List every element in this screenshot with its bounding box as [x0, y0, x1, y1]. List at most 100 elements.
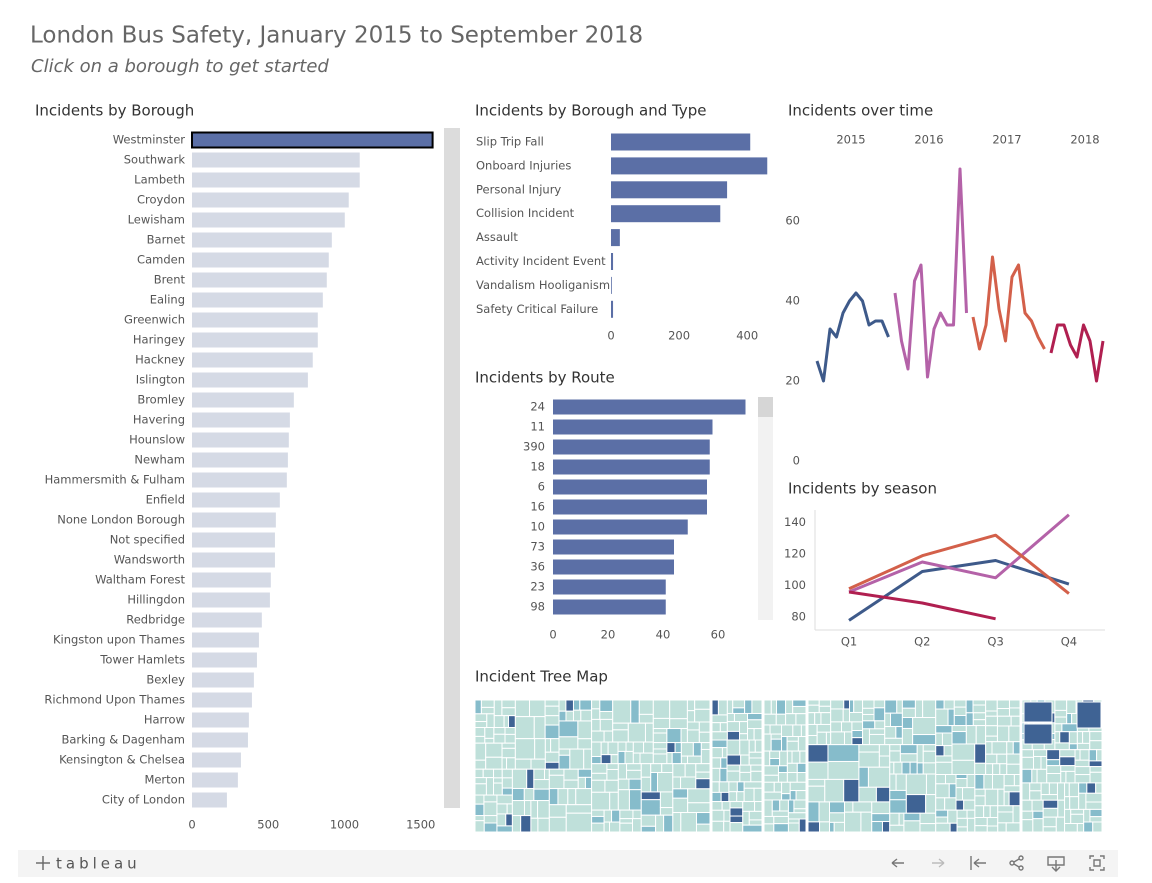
treemap-cell	[650, 771, 659, 793]
treemap-cell	[686, 729, 700, 744]
treemap-cell	[577, 768, 593, 778]
treemap-cell	[1021, 819, 1034, 833]
treemap-cell	[862, 707, 875, 715]
y-tick-label: Bexley	[146, 673, 185, 687]
bar	[192, 152, 360, 168]
treemap-cell	[1021, 768, 1033, 784]
treemap-cell	[974, 788, 986, 797]
treemap-cell	[997, 811, 1014, 824]
treemap-cell	[1042, 799, 1059, 809]
treemap-cell	[632, 741, 645, 754]
treemap-cell	[899, 744, 918, 755]
treemap-cell	[819, 821, 831, 833]
treemap-cell	[501, 787, 513, 796]
treemap-cell	[763, 823, 775, 833]
treemap-cell	[1003, 791, 1010, 807]
treemap-cell	[742, 810, 750, 826]
treemap-cell	[508, 715, 516, 729]
treemap-cell	[889, 773, 897, 791]
treemap-cell	[591, 809, 605, 817]
x-tick-label: 1500	[406, 818, 435, 832]
treemap-cell	[763, 765, 779, 776]
treemap-cell	[953, 706, 967, 716]
bar	[192, 392, 294, 408]
treemap-cell	[807, 723, 818, 737]
scrollbar[interactable]	[444, 128, 460, 808]
treemap-cell	[672, 763, 686, 778]
treemap-cell	[694, 699, 711, 710]
treemap-cell	[943, 699, 955, 710]
treemap-cell	[843, 778, 860, 803]
treemap-cell	[483, 822, 498, 833]
x-tick-label: 60	[711, 628, 726, 642]
treemap-cell	[511, 815, 522, 833]
treemap-cell	[1060, 765, 1076, 772]
y-tick-label: Waltham Forest	[95, 573, 185, 587]
treemap-cell	[789, 790, 797, 801]
treemap-cell	[985, 710, 998, 717]
treemap-cell	[1066, 699, 1077, 715]
treemap-cell	[544, 768, 550, 781]
treemap-cell	[726, 764, 741, 772]
treemap-cell	[630, 699, 640, 724]
treemap-cell	[807, 801, 820, 823]
treemap-cell	[711, 714, 728, 724]
treemap-cell	[729, 815, 744, 824]
treemap-cell	[895, 726, 903, 739]
scrollbar[interactable]	[758, 397, 773, 620]
treemap-cell	[770, 733, 783, 740]
bar	[192, 272, 327, 288]
treemap-cell	[743, 781, 763, 789]
y-tick-label: Hounslow	[129, 433, 185, 447]
treemap-cell	[628, 778, 642, 791]
treemap-cell	[1089, 771, 1103, 784]
treemap-cell	[884, 712, 892, 728]
bar	[611, 276, 612, 294]
treemap-cell	[851, 721, 864, 732]
treemap-cell	[829, 812, 846, 823]
treemap-cell	[650, 763, 663, 773]
treemap-cell	[748, 757, 763, 766]
treemap-cell	[1089, 816, 1103, 823]
treemap-cell	[1089, 766, 1103, 773]
treemap-cell	[889, 750, 901, 763]
treemap-cell	[824, 778, 845, 803]
treemap-cell	[763, 750, 771, 767]
treemap-cell	[742, 801, 756, 812]
toolbar-icons[interactable]	[891, 855, 1105, 872]
treemap-cell	[797, 736, 807, 752]
treemap-cell	[763, 799, 773, 817]
treemap-cell	[558, 710, 567, 722]
treemap-cell	[868, 728, 886, 735]
treemap-cell	[748, 819, 763, 826]
bar	[553, 559, 674, 575]
treemap-cell	[474, 803, 485, 817]
y-tick-label: 20	[785, 374, 800, 388]
bar	[553, 399, 746, 415]
treemap-cell	[711, 820, 725, 833]
treemap-cell	[983, 805, 991, 818]
treemap-cell	[1057, 799, 1066, 818]
bar	[192, 652, 257, 668]
treemap-cell	[787, 812, 807, 820]
treemap-cell	[901, 727, 914, 746]
bar	[611, 157, 768, 175]
y-tick-label: 140	[784, 515, 806, 529]
treemap-cell	[544, 751, 560, 763]
treemap-cell	[796, 772, 807, 783]
treemap-cell	[1064, 808, 1072, 825]
treemap-cell	[830, 699, 845, 710]
treemap-cell	[935, 699, 945, 710]
treemap-cell	[1021, 749, 1034, 758]
treemap-cell	[1086, 782, 1097, 794]
treemap-cell	[484, 737, 495, 744]
treemap-cell	[1092, 821, 1103, 833]
treemap-cell	[729, 807, 744, 817]
treemap-cell	[925, 773, 937, 796]
treemap-cell	[700, 748, 711, 765]
scroll-thumb[interactable]	[758, 397, 773, 417]
treemap-cell	[733, 712, 749, 723]
treemap-cell	[922, 699, 937, 719]
treemap-cell	[483, 801, 498, 817]
